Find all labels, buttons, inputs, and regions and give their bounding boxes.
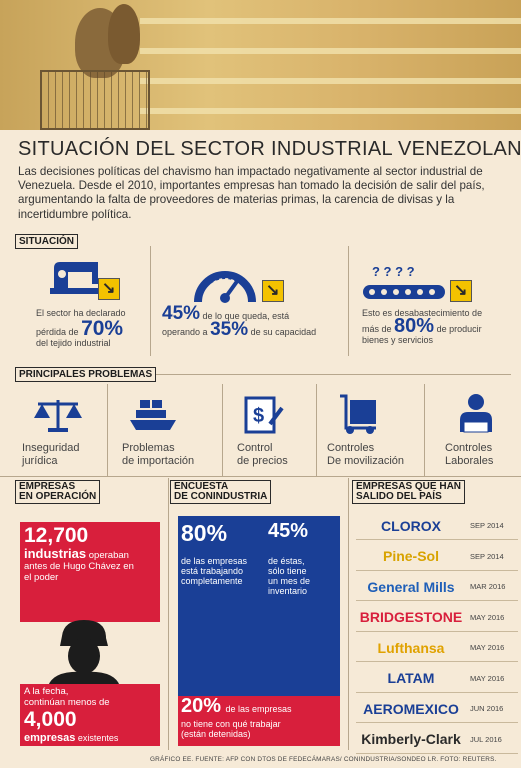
header-photo (0, 0, 521, 130)
brand-date: MAY 2016 (470, 673, 505, 683)
brand-logo: Kimberly-Clark (361, 731, 461, 747)
stat-capacidad: 45% de lo que queda, está operando a 35%… (162, 303, 317, 340)
brand-date: SEP 2014 (470, 521, 504, 530)
scales-of-justice-icon (34, 400, 82, 432)
brand-date: MAR 2016 (470, 582, 506, 591)
sewing-machine-icon (50, 262, 104, 294)
tag-salido: EMPRESAS QUE HAN SALIDO DEL PAÍS (352, 480, 466, 504)
hand-truck-icon (340, 394, 376, 434)
problem-item: Control de precios (237, 442, 288, 467)
chavez-silhouette-icon (48, 620, 120, 686)
brand-logo: Pine-Sol (382, 548, 439, 564)
price-document-icon: $ (244, 396, 284, 434)
tag-encuesta: ENCUESTA DE CONINDUSTRIA (170, 480, 272, 504)
problem-item: Inseguridad jurídica (22, 442, 80, 467)
brand-row: Lufthansa MAY 2016 (356, 634, 518, 662)
stat-tejido: El sector ha declarado pérdida de 70% de… (36, 308, 126, 348)
brand-row: BRIDGESTONE MAY 2016 (356, 604, 518, 632)
card-industrias-antes: 12,700 industrias operaban antes de Hugo… (20, 522, 160, 622)
tag-situacion: SITUACIÓN (15, 234, 78, 249)
brand-logo: Lufthansa (377, 639, 445, 656)
brand-date: JUL 2016 (470, 734, 502, 744)
trend-down-icon (98, 278, 120, 300)
brand-row: LATAM MAY 2016 (356, 665, 518, 693)
brand-row: Pine-Sol SEP 2014 (356, 543, 518, 571)
brand-row: General Mills MAR 2016 (356, 573, 518, 601)
brand-date: SEP 2014 (470, 551, 504, 561)
brand-row: AEROMEXICO JUN 2016 (356, 695, 518, 723)
worker-icon (460, 394, 492, 433)
cargo-ship-icon (130, 400, 176, 430)
shopping-cart-icon (40, 70, 150, 130)
card-encuesta-bottom: 20% de las empresas no tiene con qué tra… (178, 695, 340, 746)
brand-logo: LATAM (387, 670, 435, 686)
footer-credits: GRÁFICO EE. FUENTE: AFP CON DTOS DE FEDE… (150, 756, 497, 763)
card-empresas-actuales: A la fecha, continúan menos de 4,000 empr… (20, 684, 160, 746)
gauge-icon (194, 271, 256, 303)
svg-text:$: $ (253, 405, 264, 427)
trend-down-icon (450, 280, 472, 302)
stat-desabastecimiento: Esto es desabastecimiento de más de 80% … (362, 308, 483, 345)
problem-item: Controles De movilización (327, 442, 405, 467)
brand-logo: BRIDGESTONE (359, 609, 463, 625)
brand-logo: CLOROX (381, 517, 441, 534)
problem-item: Problemas de importación (122, 442, 195, 467)
page-title: SITUACIÓN DEL SECTOR INDUSTRIAL VENEZOLA… (18, 138, 521, 160)
brand-row: CLOROX SEP 2014 (356, 512, 518, 540)
problem-item: Controles Laborales (445, 442, 494, 467)
brand-date: MAY 2016 (470, 643, 505, 652)
brand-date: MAY 2016 (470, 612, 505, 622)
trend-down-icon (262, 280, 284, 302)
tag-problemas: PRINCIPALES PROBLEMAS (15, 367, 157, 382)
tag-operacion: EMPRESAS EN OPERACIÓN (15, 480, 101, 504)
brand-logo: General Mills (367, 578, 455, 595)
card-encuesta-top: 80% de las empresas está trabajando comple… (178, 516, 340, 696)
question-marks: ? ? ? ? (372, 264, 415, 279)
intro-text: Las decisiones políticas del chavismo ha… (18, 165, 485, 221)
brand-logo: AEROMEXICO (363, 700, 459, 717)
brand-date: JUN 2016 (470, 704, 504, 713)
conveyor-icon (363, 285, 445, 299)
brand-row: Kimberly-Clark JUL 2016 (356, 726, 518, 754)
